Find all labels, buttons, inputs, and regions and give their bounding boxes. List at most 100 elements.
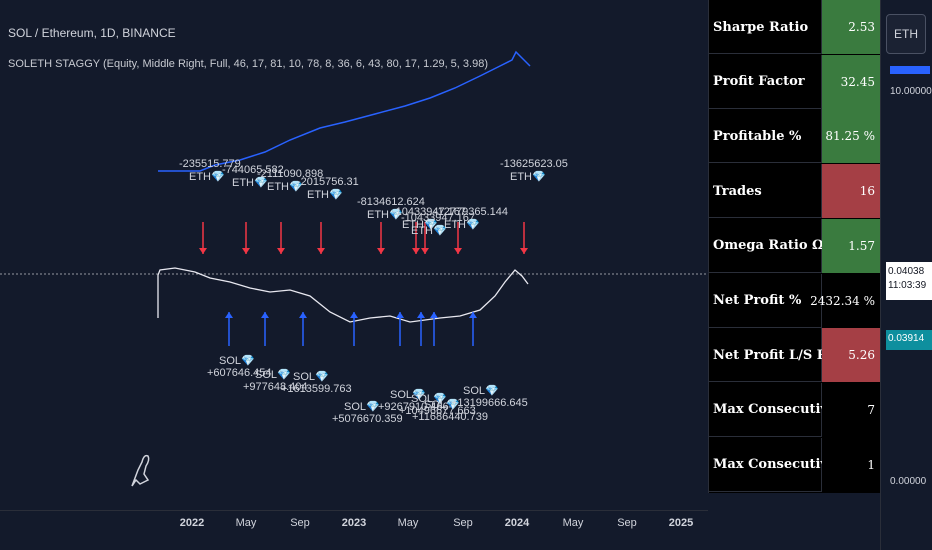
long-arrow <box>350 312 358 346</box>
short-signal-label: -744065.582 ETH💎 <box>222 164 284 189</box>
x-tick-label: May <box>562 517 584 529</box>
current-price: 0.04038 <box>888 266 925 277</box>
x-axis[interactable]: 2022 May Sep 2023 May Sep 2024 May Sep 2025 <box>0 510 708 550</box>
x-tick-label: Sep <box>453 517 473 529</box>
stat-label: Sharpe Ratio <box>709 0 822 54</box>
chart-area[interactable]: SOL / Ethereum, 1D, BINANCE SOLETH STAGG… <box>0 0 708 510</box>
stat-value: 16 <box>822 164 881 219</box>
symbol-badge[interactable]: ETH <box>886 14 926 54</box>
long-signal-label: SOL💎 +1613599.763 <box>281 370 352 395</box>
long-arrow <box>261 312 269 346</box>
x-tick-label: Sep <box>617 517 637 529</box>
alt-price-tag: 0.03914 <box>886 330 932 350</box>
stat-row: Net Profit % 2432.34 % <box>709 273 881 328</box>
equity-value-tag <box>890 66 930 74</box>
long-arrow <box>225 312 233 346</box>
short-signal-label: -2111090.898 ETH💎 <box>257 168 323 193</box>
stat-value: 2.53 <box>822 0 881 54</box>
current-price-tag: 0.04038 11:03:39 <box>886 262 932 300</box>
equity-line <box>158 50 531 172</box>
signal-value: -744065.582 <box>222 164 284 176</box>
signal-symbol: SOL💎 <box>219 355 255 367</box>
long-arrow <box>396 312 404 346</box>
signal-value: +607646.454 <box>207 367 272 379</box>
equity-series <box>158 50 531 172</box>
long-signal-label: SOL💎 +607646.454 <box>207 354 272 379</box>
signal-value: -2015756.31 <box>297 176 359 188</box>
bar-countdown: 11:03:39 <box>888 280 927 291</box>
signal-symbol: ETH💎 <box>367 209 403 221</box>
signal-value: -10433947.167 <box>401 212 476 224</box>
x-tick-label: May <box>397 517 419 529</box>
signal-symbol: ETH💎 <box>189 171 225 183</box>
stat-row: Max Consecutive Wins 7 <box>709 382 881 437</box>
tradingview-logo-icon <box>131 454 150 487</box>
stat-row: Omega Ratio Ω 1.57 <box>709 218 881 273</box>
signal-value: -10433947.167 <box>392 206 467 218</box>
stat-row: Net Profit L/S Ratio 5.26 <box>709 328 881 383</box>
signal-symbol: SOL💎 <box>293 371 329 383</box>
stat-label: Max Consecutive Losses <box>709 437 889 492</box>
stat-row: Profit Factor 32.45 <box>709 54 881 109</box>
short-signal-label: -235515.779 ETH💎 <box>179 158 241 183</box>
signal-symbol: SOL💎 <box>255 369 291 381</box>
x-tick-label: 2023 <box>341 517 367 529</box>
signal-symbol: SOL💎 <box>463 385 499 397</box>
chart-plot[interactable] <box>0 0 708 510</box>
stat-value: 81.25 % <box>822 109 881 164</box>
x-tick-label: Sep <box>290 517 310 529</box>
stat-row: Max Consecutive Losses 1 <box>709 437 889 492</box>
signal-symbol: ETH💎 <box>232 177 268 189</box>
long-signal-label: SOL💎 +11686440.739 <box>412 398 488 423</box>
x-tick-label: 2025 <box>668 517 694 529</box>
short-arrow <box>317 222 325 254</box>
long-signal-label: SOL💎 +977648.404 <box>243 368 308 393</box>
signal-value: +9267910.466 <box>378 401 449 413</box>
stat-value: 5.26 <box>822 328 881 383</box>
signal-symbol: SOL💎 <box>411 393 447 405</box>
signal-symbol: SOL💎 <box>344 401 380 413</box>
short-signal-label: -10433947.167 ETH💎 <box>401 212 475 237</box>
x-tick-label: 2024 <box>504 517 530 529</box>
short-arrow <box>421 222 429 254</box>
signal-value: -13625623.05 <box>500 158 568 170</box>
stat-label: Profit Factor <box>709 54 822 109</box>
stat-value: 7 <box>822 382 881 437</box>
x-tick-label: 2022 <box>179 517 205 529</box>
stat-label: Net Profit % <box>709 273 822 328</box>
short-signal-label: -10433947.167 ETH💎 <box>392 206 466 231</box>
stat-label: Profitable % <box>709 109 822 164</box>
signal-value: -2111090.898 <box>257 168 324 180</box>
price-top-label: 10.00000 <box>890 86 932 97</box>
signal-symbol: ETH💎 <box>411 225 447 237</box>
indicator-legend[interactable]: SOLETH STAGGY (Equity, Middle Right, Ful… <box>8 58 488 70</box>
short-signal-label: -13625623.05 ETH💎 <box>500 158 568 183</box>
short-arrow <box>454 222 462 254</box>
price-series <box>157 267 529 323</box>
signal-value: +977648.404 <box>243 381 308 393</box>
stat-value: 32.45 <box>822 54 881 109</box>
signal-value: +11686440.739 <box>412 411 488 423</box>
stat-row: Trades 16 <box>709 164 881 219</box>
stat-label: Omega Ratio Ω <box>709 218 824 273</box>
signal-symbol: ETH💎 <box>402 219 438 231</box>
signal-symbol: ETH💎 <box>267 181 303 193</box>
signal-arrows <box>199 222 528 346</box>
strategy-stats-table: Sharpe Ratio 2.53 Profit Factor 32.45 Profit… <box>708 0 889 493</box>
short-signal-label: -2015756.31 ETH💎 <box>297 176 359 201</box>
short-signal-label: -12779365.144 ETH💎 <box>434 206 508 231</box>
signal-value: +10496677.663 <box>399 405 476 417</box>
signal-value: -8134612.624 <box>357 196 425 208</box>
signal-value: +1613599.763 <box>281 383 352 395</box>
long-signal-label: SOL💎 +9267910.466 <box>378 388 449 413</box>
signal-symbol: ETH💎 <box>307 189 343 201</box>
chart-title: SOL / Ethereum, 1D, BINANCE <box>8 26 176 40</box>
long-signal-label: SOL💎 +5076670.359 <box>332 400 403 425</box>
stat-row: Sharpe Ratio 2.53 <box>709 0 881 54</box>
short-arrow <box>377 222 385 254</box>
signal-value: +5076670.359 <box>332 413 403 425</box>
price-line <box>157 267 529 323</box>
stat-row: Profitable % 81.25 % <box>709 109 881 164</box>
signal-symbol: SOL💎 <box>390 389 426 401</box>
stat-value: 1.57 <box>822 218 881 273</box>
